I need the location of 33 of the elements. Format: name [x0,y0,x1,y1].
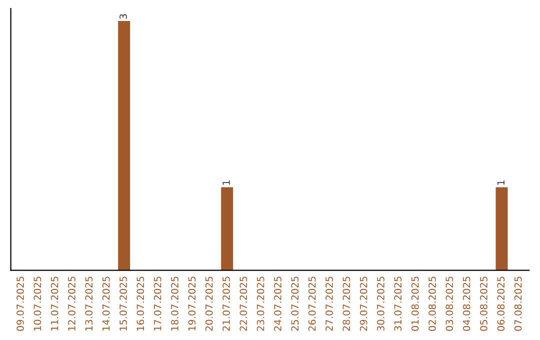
x-tick-label: 01.08.2025 [411,276,419,331]
x-tick-label: 07.08.2025 [514,276,522,331]
x-tick-label: 24.07.2025 [274,276,282,331]
x-tick-label: 27.07.2025 [326,276,333,331]
data-label: 3 [120,14,127,19]
x-tick-label: 26.07.2025 [308,276,316,331]
x-tick-label: 09.07.2025 [16,276,24,331]
x-tick-label: 23.07.2025 [256,276,264,331]
x-tick-label: 20.07.2025 [205,276,213,331]
x-tick-label: 13.07.2025 [85,276,93,330]
x-tick-label: 22.07.2025 [240,276,248,331]
x-tick-label: 19.07.2025 [188,276,196,330]
x-tick-label: 18.07.2025 [171,276,178,330]
x-tick-label: 31.07.2025 [394,276,402,331]
x-tick-label: 17.07.2025 [154,276,162,330]
x-tick-label: 10.07.2025 [34,276,42,330]
x-tick-label: 28.07.2025 [342,276,350,331]
x-tick-label: 16.07.2025 [136,276,144,330]
x-tick-label: 06.08.2025 [497,276,505,331]
x-tick-label: 21.07.2025 [222,276,230,331]
x-tick-label: 02.08.2025 [428,276,436,331]
x-tick-label: 03.08.2025 [446,276,454,331]
data-label: 1 [497,180,504,185]
x-tick-label: 14.07.2025 [102,276,110,330]
x-tick-label: 05.08.2025 [480,276,488,331]
x-tick-label: 04.08.2025 [462,276,470,331]
x-tick-label: 15.07.2025 [120,276,127,330]
x-tick-label: 12.07.2025 [68,276,76,330]
x-tick-label: 29.07.2025 [360,276,368,331]
x-tick-label: 11.07.2025 [50,276,58,330]
x-tick-label: 25.07.2025 [291,276,299,331]
data-label: 1 [222,180,230,185]
x-tick-label: 30.07.2025 [377,276,384,331]
